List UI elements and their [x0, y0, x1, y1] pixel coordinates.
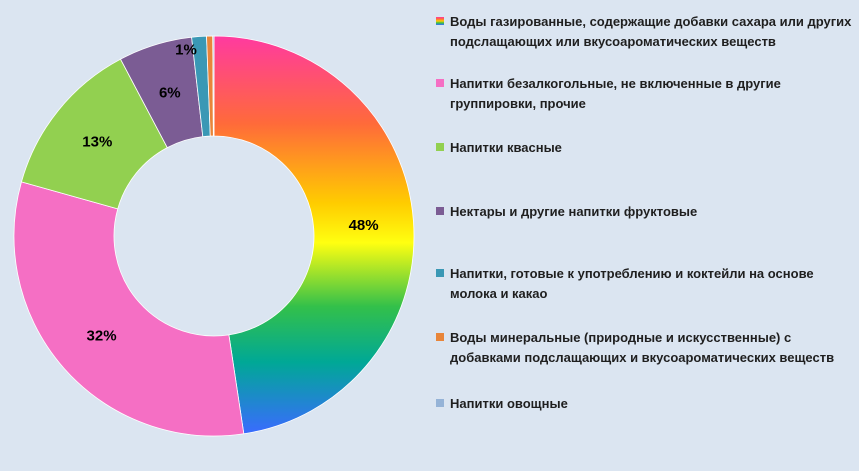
legend-swatch	[436, 399, 444, 407]
legend-label: Нектары и другие напитки фруктовые	[450, 204, 698, 219]
slice-carbonated-water	[213, 35, 415, 435]
legend: Воды газированные, содержащие добавки са…	[436, 0, 856, 471]
legend-item-vegetable-drinks: Напитки овощные	[436, 394, 856, 414]
data-label-carbonated-water: 48%	[349, 217, 379, 234]
data-label-milk-drinks: 1%	[175, 42, 197, 59]
data-label-kvass: 13%	[82, 134, 112, 151]
legend-swatch	[436, 207, 444, 215]
legend-item-mineral-water: Воды минеральные (природные и искусствен…	[436, 328, 856, 368]
legend-label: Напитки безалкогольные, не включенные в …	[450, 76, 781, 111]
legend-swatch	[436, 269, 444, 277]
slice-vegetable-drinks	[212, 35, 215, 137]
legend-swatch	[436, 17, 444, 25]
legend-item-nectars: Нектары и другие напитки фруктовые	[436, 202, 856, 222]
legend-label: Напитки овощные	[450, 396, 568, 411]
legend-label: Напитки квасные	[450, 140, 562, 155]
legend-item-carbonated-water: Воды газированные, содержащие добавки са…	[436, 12, 856, 52]
legend-label: Воды минеральные (природные и искусствен…	[450, 330, 835, 365]
legend-item-other-soft-drinks: Напитки безалкогольные, не включенные в …	[436, 74, 856, 114]
data-label-other-soft-drinks: 32%	[87, 327, 117, 344]
donut-chart: 48% 32% 13% 6% 1%	[13, 35, 415, 437]
legend-swatch	[436, 333, 444, 341]
legend-item-kvass: Напитки квасные	[436, 138, 856, 158]
legend-label: Напитки, готовые к употреблению и коктей…	[450, 266, 814, 301]
legend-swatch	[436, 143, 444, 151]
legend-label: Воды газированные, содержащие добавки са…	[450, 14, 852, 49]
legend-item-milk-drinks: Напитки, готовые к употреблению и коктей…	[436, 264, 856, 304]
legend-swatch	[436, 79, 444, 87]
slice-other-soft-drinks	[13, 181, 245, 437]
data-label-nectars: 6%	[159, 85, 181, 102]
donut-chart-svg: 48% 32% 13% 6% 1%	[13, 35, 415, 437]
